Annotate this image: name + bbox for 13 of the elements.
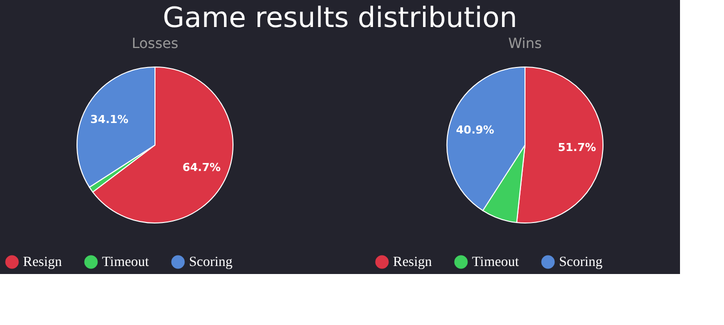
legend-label: Scoring xyxy=(189,255,233,270)
chart-title: Wins xyxy=(508,36,542,52)
data-label: 64.7% xyxy=(182,161,221,174)
legend-label: Scoring xyxy=(559,255,603,270)
legend-label: Resign xyxy=(23,255,62,270)
data-label: 40.9% xyxy=(456,123,494,136)
data-label: 51.7% xyxy=(558,140,596,154)
text: Game results distribution xyxy=(162,1,518,34)
legend-label: Timeout xyxy=(472,255,520,270)
legend-label: Resign xyxy=(393,255,432,270)
legend-label: Timeout xyxy=(102,255,150,270)
chart-title: Losses xyxy=(132,36,178,52)
data-label: 34.1% xyxy=(90,113,128,126)
